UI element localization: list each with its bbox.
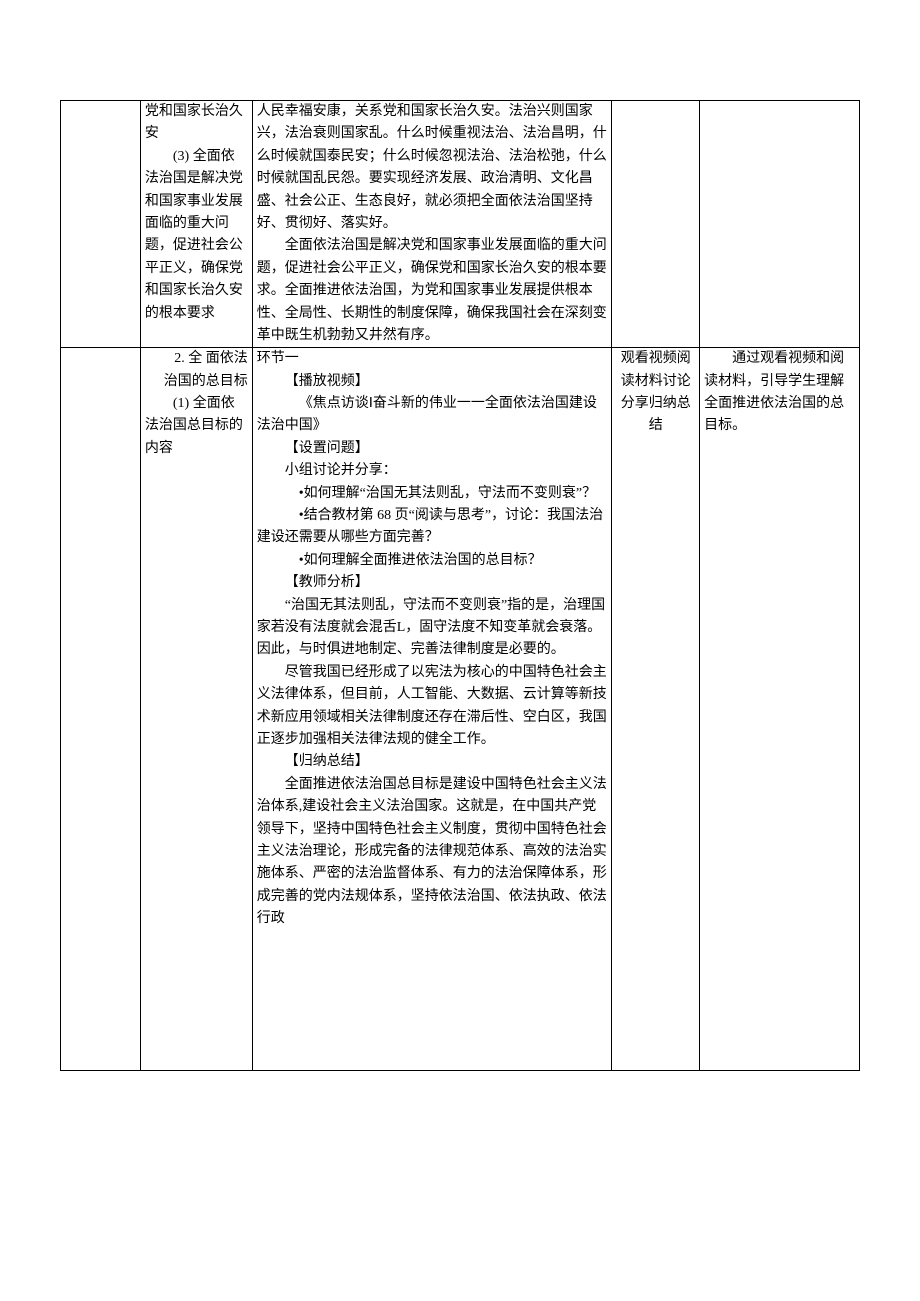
outline-text: 2. 全 面依法治国的总目标 xyxy=(145,348,248,393)
cell-col1 xyxy=(61,348,141,1071)
content-para: “治国无其法则乱，守法而不变则衰”指的是，治理国家若没有法度就会混舌L，固守法度… xyxy=(257,595,608,662)
cell-col4 xyxy=(612,101,700,348)
content-para: •如何理解“治国无其法则乱，守法而不变则衰”？ xyxy=(257,483,608,505)
outline-text: 党和国家长治久安 xyxy=(145,101,248,146)
content-para: 【播放视频】 xyxy=(257,371,608,393)
cell-col5: 通过观看视频和阅读材料，引导学生理解全面推进依法治国的总目标。 xyxy=(700,348,860,1071)
table-row: 党和国家长治久安 (3) 全面依法治国是解决党和国家事业发展面临的重大问题，促进… xyxy=(61,101,860,348)
cell-col2: 2. 全 面依法治国的总目标 (1) 全面依法治国总目标的内容 xyxy=(140,348,252,1071)
page-container: 党和国家长治久安 (3) 全面依法治国是解决党和国家事业发展面临的重大问题，促进… xyxy=(0,0,920,1231)
cell-col3: 人民幸福安康，关系党和国家长治久安。法治兴则国家兴，法治衰则国家乱。什么时候重视… xyxy=(252,101,612,348)
content-para: •如何理解全面推进依法治国的总目标？ xyxy=(257,550,608,572)
content-para: 【教师分析】 xyxy=(257,572,608,594)
content-para: 《焦点访谈Ⅰ奋斗新的伟业一一全面依法治国建设法治中国》 xyxy=(257,393,608,438)
content-para: 小组讨论并分享： xyxy=(257,460,608,482)
table-row: 2. 全 面依法治国的总目标 (1) 全面依法治国总目标的内容 环节一 【播放视… xyxy=(61,348,860,1071)
content-para: 全面推进依法治国总目标是建设中国特色社会主义法治体系,建设社会主义法治国家。这就… xyxy=(257,774,608,931)
content-para: 【设置问题】 xyxy=(257,438,608,460)
content-para: 人民幸福安康，关系党和国家长治久安。法治兴则国家兴，法治衰则国家乱。什么时候重视… xyxy=(257,101,608,235)
content-para: 环节一 xyxy=(257,348,608,370)
content-para: 尽管我国已经形成了以宪法为核心的中国特色社会主义法律体系，但目前，人工智能、大数… xyxy=(257,662,608,752)
cell-col1 xyxy=(61,101,141,348)
cell-col3: 环节一 【播放视频】 《焦点访谈Ⅰ奋斗新的伟业一一全面依法治国建设法治中国》 【… xyxy=(252,348,612,1071)
content-para: 【归纳总结】 xyxy=(257,751,608,773)
outline-text: (1) 全面依法治国总目标的内容 xyxy=(145,393,248,460)
cell-col5 xyxy=(700,101,860,348)
content-para: •结合教材第 68 页“阅读与思考”，讨论：我国法治建设还需要从哪些方面完善？ xyxy=(257,505,608,550)
outline-text: (3) 全面依法治国是解决党和国家事业发展面临的重大问题，促进社会公平正义，确保… xyxy=(145,146,248,325)
lesson-plan-table: 党和国家长治久安 (3) 全面依法治国是解决党和国家事业发展面临的重大问题，促进… xyxy=(60,100,860,1071)
content-para: 全面依法治国是解决党和国家事业发展面临的重大问题，促进社会公平正义，确保党和国家… xyxy=(257,235,608,347)
cell-col4: 观看视频阅读材料讨论分享归纳总结 xyxy=(612,348,700,1071)
cell-col2: 党和国家长治久安 (3) 全面依法治国是解决党和国家事业发展面临的重大问题，促进… xyxy=(140,101,252,348)
